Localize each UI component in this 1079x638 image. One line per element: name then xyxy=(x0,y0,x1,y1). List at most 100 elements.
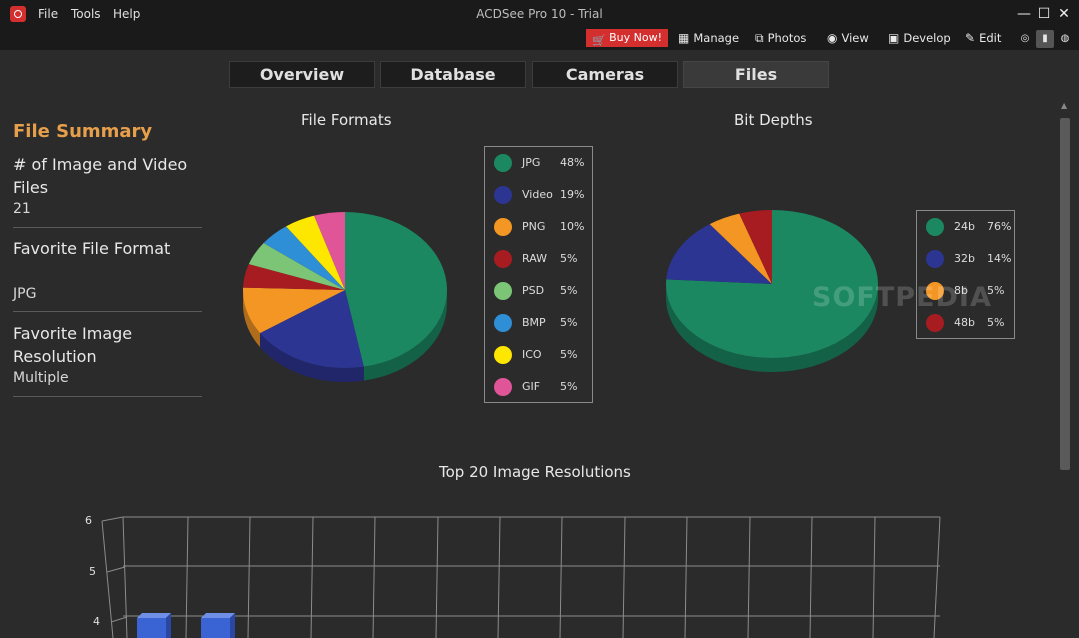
close-icon[interactable]: ✕ xyxy=(1058,6,1070,22)
pie-slice-formats-gif[interactable] xyxy=(314,212,345,290)
file-count-value: 21 xyxy=(13,201,31,217)
scroll-up-icon[interactable]: ▲ xyxy=(1061,101,1068,110)
photos-icon: ⧉ xyxy=(755,31,764,45)
develop-mode-button[interactable]: ▣ Develop xyxy=(888,31,951,45)
y-tick-label: 4 xyxy=(93,615,100,628)
legend-percent: 5% xyxy=(560,316,578,329)
grid-line xyxy=(559,516,563,638)
pie-slice-formats-png[interactable] xyxy=(242,287,345,334)
grid-line xyxy=(622,516,626,638)
edit-label: Edit xyxy=(979,31,1002,45)
bar-side xyxy=(166,613,171,638)
view-mode-button[interactable]: ◉ View xyxy=(827,31,869,45)
legend-label: BMP xyxy=(522,316,546,329)
bit-depths-pie xyxy=(666,210,878,372)
legend-swatch xyxy=(926,314,944,332)
bar xyxy=(137,618,166,638)
divider xyxy=(13,227,202,228)
legend-label: GIF xyxy=(522,380,541,393)
manage-label: Manage xyxy=(693,31,740,45)
legend-swatch xyxy=(926,282,944,300)
manage-mode-button[interactable]: ▦ Manage xyxy=(678,31,739,45)
pie-side-jpg xyxy=(363,290,448,381)
eye-settings-icon[interactable]: ◍ xyxy=(1060,33,1070,44)
legend-percent: 48% xyxy=(560,156,585,169)
pie-slice-formats-video[interactable] xyxy=(259,290,364,368)
pie-slice-bitdepth-8b[interactable] xyxy=(709,213,772,284)
legend-percent: 5% xyxy=(560,252,578,265)
tab-database[interactable]: Database xyxy=(380,61,526,88)
file-summary-title: File Summary xyxy=(13,121,153,142)
photos-label: Photos xyxy=(767,31,807,45)
menu-file[interactable]: File xyxy=(38,7,59,21)
pie-slice-formats-jpg[interactable] xyxy=(345,212,448,367)
bit-depths-legend: 24b 76% 32b 14% 8b 5% 48b 5% xyxy=(916,210,1015,339)
develop-icon: ▣ xyxy=(888,31,900,45)
legend-percent: 5% xyxy=(560,284,578,297)
legend-percent: 5% xyxy=(560,380,578,393)
maximize-icon[interactable]: ☐ xyxy=(1037,6,1051,22)
grid-line xyxy=(872,516,876,638)
grid-line xyxy=(747,516,751,638)
axis-line xyxy=(122,516,128,638)
legend-percent: 19% xyxy=(560,188,585,201)
legend-item: GIF 5% xyxy=(494,377,594,397)
grid-line xyxy=(497,516,501,638)
grid-line xyxy=(809,516,813,638)
pie-slice-formats-raw[interactable] xyxy=(243,264,345,290)
buy-now-label: Buy Now! xyxy=(609,31,662,44)
legend-label: PSD xyxy=(522,284,545,297)
edit-mode-button[interactable]: ✎ Edit xyxy=(965,31,1001,45)
legend-swatch xyxy=(494,314,512,332)
menu-help[interactable]: Help xyxy=(113,7,141,21)
pie-side-png xyxy=(243,290,260,348)
photos-mode-button[interactable]: ⧉ Photos xyxy=(755,31,806,46)
scrollbar-thumb[interactable] xyxy=(1060,118,1070,470)
legend-item: ICO 5% xyxy=(494,345,594,365)
legend-item: JPG 48% xyxy=(494,153,594,173)
grid-icon: ▦ xyxy=(678,31,690,45)
acdsee-logo-icon[interactable] xyxy=(10,6,26,22)
legend-percent: 10% xyxy=(560,220,585,233)
view-label: View xyxy=(841,31,869,45)
file-count-label: # of Image and Video Files xyxy=(13,155,188,197)
tab-cameras[interactable]: Cameras xyxy=(532,61,678,88)
legend-percent: 76% xyxy=(987,220,1012,233)
legend-swatch xyxy=(494,218,512,236)
pie-side-24b xyxy=(666,284,878,372)
pie-slice-formats-bmp[interactable] xyxy=(263,226,345,290)
tab-files[interactable]: Files xyxy=(683,61,829,88)
legend-item: 48b 5% xyxy=(926,313,1026,333)
buy-now-button[interactable]: 🛒 Buy Now! xyxy=(586,29,668,47)
tab-overview[interactable]: Overview xyxy=(229,61,375,88)
title-bar xyxy=(0,0,1079,28)
legend-percent: 5% xyxy=(987,284,1005,297)
dashboard-icon[interactable]: ▮ xyxy=(1036,30,1054,48)
bit-depths-chart-title: Bit Depths xyxy=(734,111,813,129)
legend-item: 32b 14% xyxy=(926,249,1026,269)
grid-line xyxy=(110,616,128,623)
brush-icon: ✎ xyxy=(965,31,976,45)
pie-slice-formats-psd[interactable] xyxy=(248,242,345,290)
legend-swatch xyxy=(494,378,512,396)
legend-swatch xyxy=(926,250,944,268)
grid-line xyxy=(372,516,376,638)
file-formats-legend: JPG 48% Video 19% PNG 10% RAW 5% PSD 5% BMP 5% ICO 5%… xyxy=(484,146,593,403)
axis-line xyxy=(101,516,124,522)
menu-tools[interactable]: Tools xyxy=(71,7,101,21)
pie-slice-formats-ico[interactable] xyxy=(286,215,345,290)
pie-slice-bitdepth-32b[interactable] xyxy=(666,224,772,284)
minimize-icon[interactable]: — xyxy=(1017,6,1031,22)
legend-item: BMP 5% xyxy=(494,313,594,333)
365-icon[interactable]: ◎ xyxy=(1020,33,1030,44)
pie-slice-bitdepth-48b[interactable] xyxy=(739,210,772,284)
favorite-resolution-label: Favorite Image Resolution xyxy=(13,324,133,366)
watermark: SOFTPEDIA xyxy=(812,282,992,313)
grid-line xyxy=(684,516,688,638)
legend-label: 8b xyxy=(954,284,968,297)
divider xyxy=(13,311,202,312)
legend-percent: 14% xyxy=(987,252,1012,265)
legend-swatch xyxy=(494,154,512,172)
grid-line xyxy=(310,516,314,638)
cart-icon: 🛒 xyxy=(592,34,606,47)
